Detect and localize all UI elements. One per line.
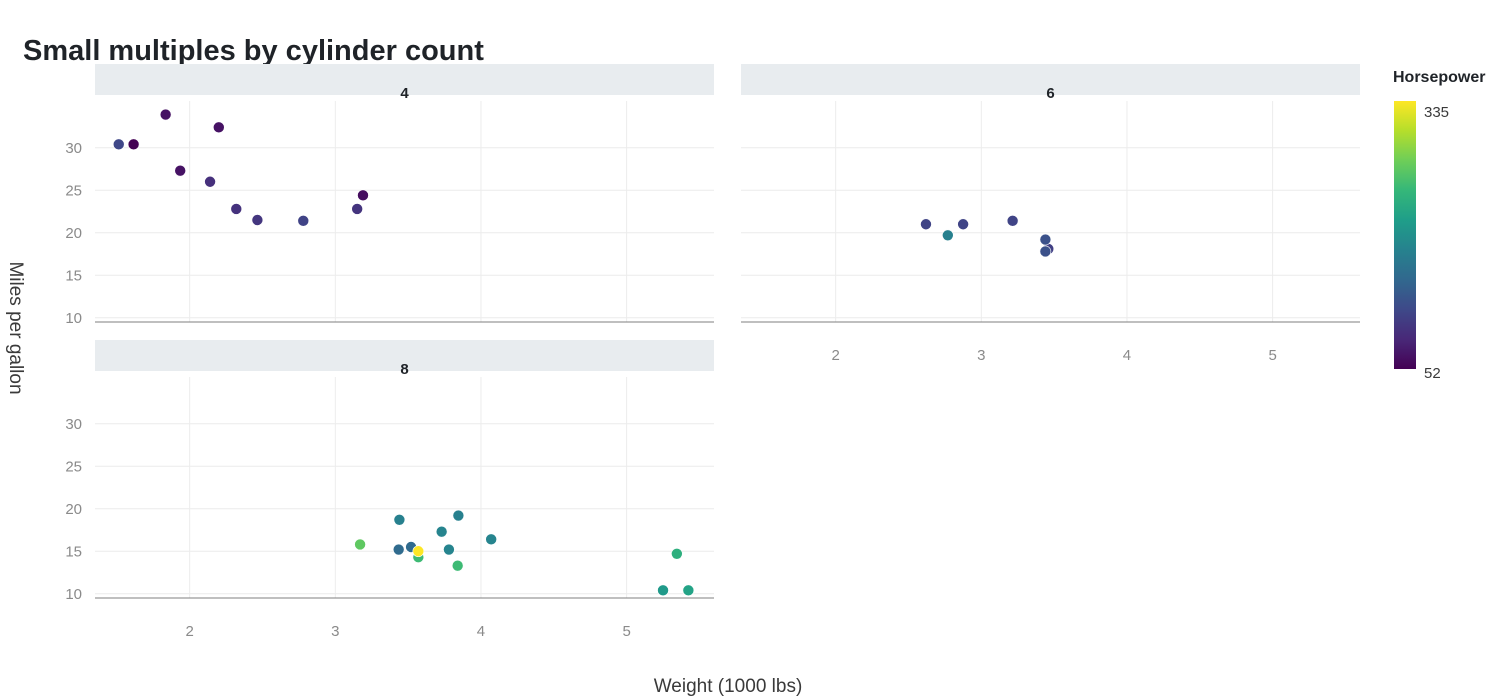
data-point [942, 229, 954, 242]
colorbar-legend: Horsepower 335 52 [1393, 69, 1485, 382]
data-point [127, 138, 140, 151]
y-tick-label: 25 [65, 458, 82, 475]
chart-title: Small multiples by cylinder count [23, 35, 484, 67]
legend-title: Horsepower [1393, 69, 1485, 86]
colorbar-min-label: 52 [1424, 365, 1441, 382]
facet-strip [95, 64, 714, 95]
facet-panel-6: 6 2 3 4 5 [741, 64, 1360, 364]
data-point [204, 175, 216, 188]
colorbar-max-label: 335 [1424, 104, 1449, 121]
x-tick-label: 4 [1123, 347, 1131, 364]
y-tick-label: 15 [65, 543, 82, 560]
data-point [159, 108, 172, 121]
data-point [435, 525, 448, 538]
y-tick-label: 10 [65, 586, 82, 603]
data-point [1006, 215, 1019, 227]
data-point [112, 138, 125, 151]
data-point [957, 218, 969, 231]
x-tick-label: 4 [477, 623, 485, 640]
data-point [412, 545, 425, 558]
data-point [230, 203, 243, 215]
data-point [351, 203, 363, 215]
data-point [354, 538, 366, 551]
y-tick-label: 30 [65, 416, 82, 433]
y-tick-label: 20 [65, 225, 82, 242]
data-point [357, 189, 369, 202]
data-point [657, 584, 669, 597]
y-tick-label: 15 [65, 267, 82, 284]
data-point [297, 215, 310, 227]
data-point [174, 164, 187, 177]
facet-strip-label: 8 [400, 361, 408, 378]
data-point [671, 547, 683, 560]
data-point [452, 509, 465, 522]
data-point [682, 584, 695, 597]
facet-strip-label: 6 [1046, 85, 1054, 102]
data-point [392, 543, 405, 556]
x-axis-title: Weight (1000 lbs) [654, 676, 803, 697]
data-point [393, 513, 406, 526]
y-tick-label: 25 [65, 182, 82, 199]
y-tick-label: 20 [65, 501, 82, 518]
x-tick-label: 3 [331, 623, 339, 640]
facet-strip [95, 340, 714, 371]
facet-strip [741, 64, 1360, 95]
x-tick-label: 5 [1268, 347, 1276, 364]
facet-strip-label: 4 [400, 85, 409, 102]
x-tick-label: 3 [977, 347, 985, 364]
facet-panels: 4 10 15 20 25 30 6 2 3 4 5 8 10 15 20 25 30 2 3 4 5 [65, 64, 1360, 640]
data-point [920, 218, 932, 231]
x-tick-label: 2 [185, 623, 193, 640]
data-point [451, 559, 464, 572]
data-point [1039, 245, 1052, 258]
data-point [485, 533, 497, 546]
x-tick-label: 2 [831, 347, 839, 364]
y-axis-title: Miles per gallon [5, 261, 26, 394]
data-point [213, 121, 225, 134]
colorbar-gradient [1394, 101, 1416, 369]
y-tick-label: 30 [65, 140, 82, 157]
data-point [443, 543, 455, 556]
facet-panel-8: 8 10 15 20 25 30 2 3 4 5 [65, 340, 714, 640]
x-tick-label: 5 [622, 623, 630, 640]
data-point [251, 214, 264, 226]
data-point [1039, 233, 1052, 246]
facet-panel-4: 4 10 15 20 25 30 [65, 64, 714, 327]
y-tick-label: 10 [65, 310, 82, 327]
